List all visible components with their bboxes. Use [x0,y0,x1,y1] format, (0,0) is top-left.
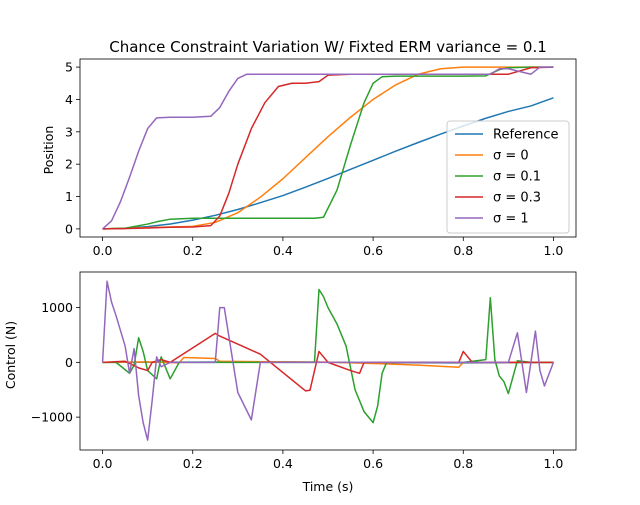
legend-box [446,120,570,234]
position-ylabel: Position [41,126,56,175]
position-ytick-label: 5 [65,60,73,75]
control-xtick-label: 0.2 [183,456,203,471]
legend: Reference σ = 0 σ = 0.1 σ = 0.3 σ = 1 [446,120,570,234]
position-xtick-label: 1.0 [544,243,564,258]
time-xlabel: Time (s) [302,479,354,494]
position-ytick-label: 2 [65,157,73,172]
control-xtick-label: 0.4 [273,456,293,471]
legend-entry-4: σ = 1 [493,212,529,227]
position-axes-frame [79,58,577,238]
position-xtick-label: 0.6 [363,243,383,258]
position-xtick-label: 0.0 [93,243,113,258]
control-xtick-label: 0.0 [93,456,113,471]
legend-entry-3: σ = 0.3 [493,191,541,206]
control-xtick-label: 0.8 [453,456,473,471]
control-plot: 0.0 0.2 0.4 0.6 0.8 1.0 −1000 0 1000 [31,271,577,471]
position-ytick-label: 4 [65,92,73,107]
position-xtick-label: 0.4 [273,243,293,258]
control-axes-frame [79,271,577,451]
control-series-4 [101,280,555,441]
control-xtick-label: 0.6 [363,456,383,471]
control-series-2 [102,288,554,424]
chart-title: Chance Constraint Variation W/ Fixted ER… [109,38,547,56]
control-ytick-label: 1000 [41,300,73,315]
legend-entry-1: σ = 0 [493,149,529,164]
control-ytick-label: −1000 [31,410,73,425]
position-ytick-label: 1 [65,189,73,204]
position-plot: 0.0 0.2 0.4 0.6 0.8 1.0 0 1 2 3 4 5 [65,58,577,258]
position-ytick-label: 3 [65,124,73,139]
legend-entry-0: Reference [493,128,558,143]
legend-entry-2: σ = 0.1 [493,170,541,185]
control-xtick-label: 1.0 [544,456,564,471]
position-series-4 [102,66,554,230]
position-xtick-label: 0.8 [453,243,473,258]
control-series-3 [102,332,554,392]
position-ytick-label: 0 [65,221,73,236]
control-ytick-label: 0 [65,355,73,370]
control-ylabel: Control (N) [3,321,18,389]
position-xtick-label: 0.2 [183,243,203,258]
